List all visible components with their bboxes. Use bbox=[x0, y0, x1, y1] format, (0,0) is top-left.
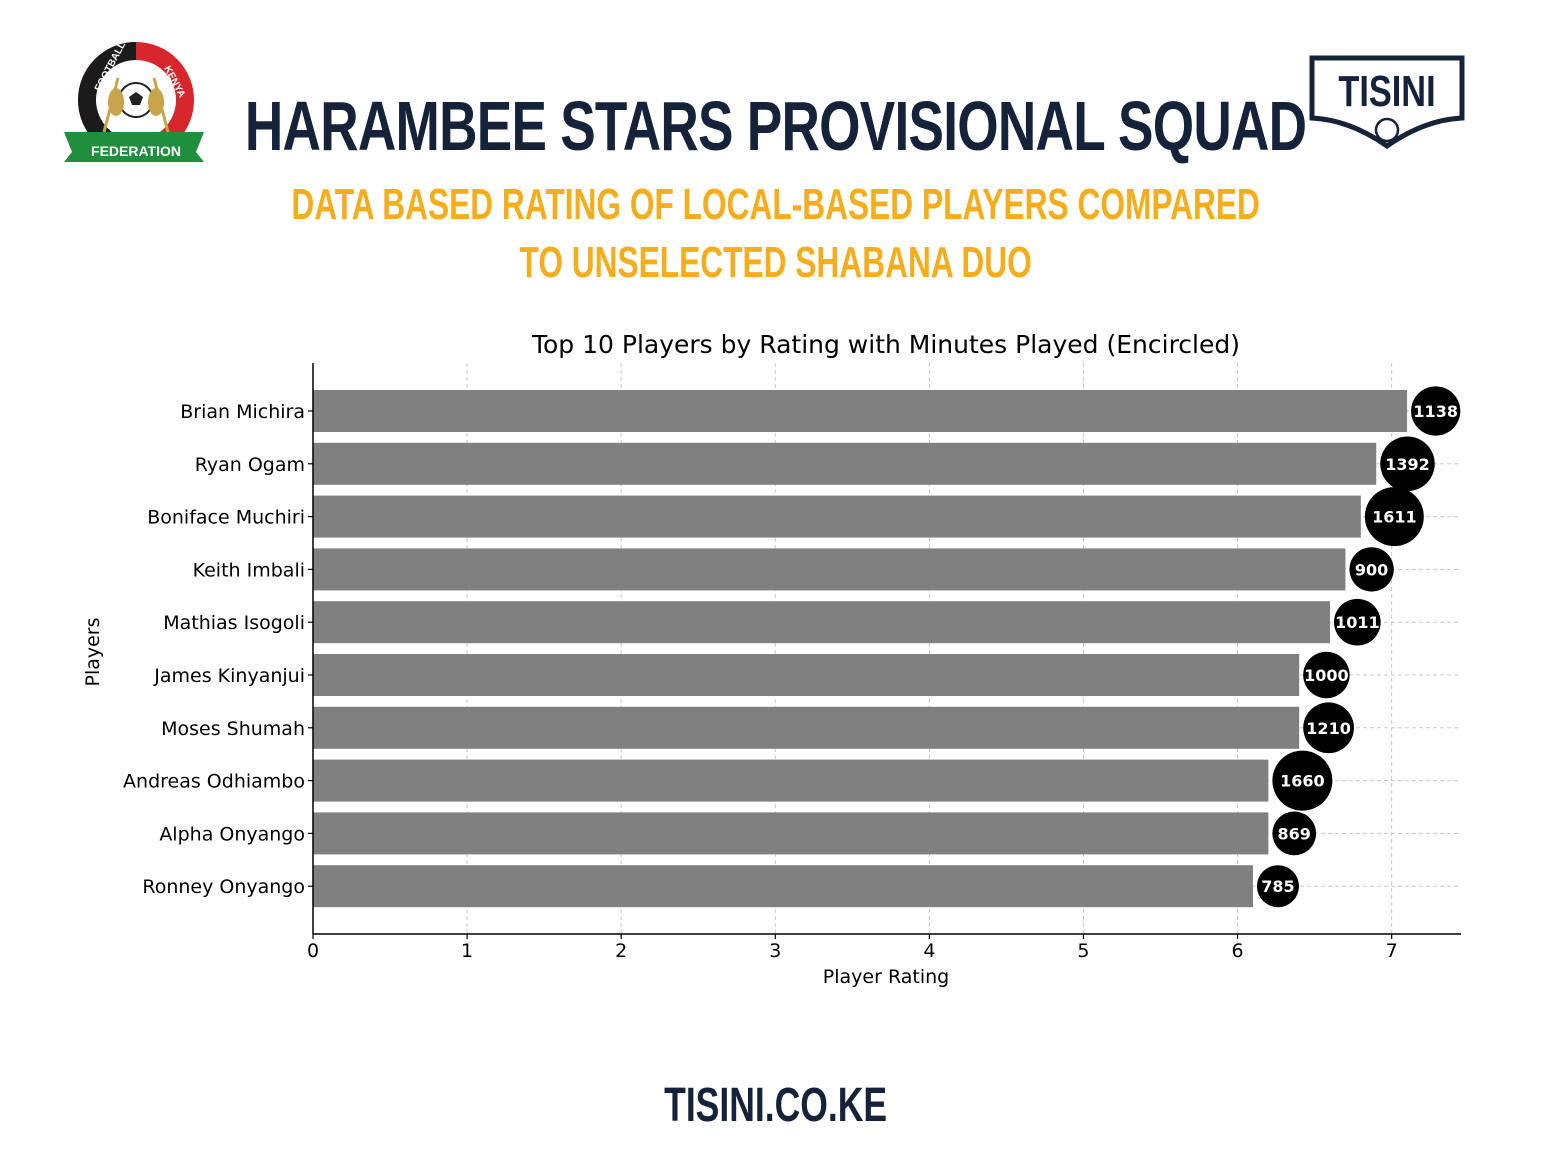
bar bbox=[313, 865, 1253, 908]
page-subtitle-line-1: DATA BASED RATING OF LOCAL-BASED PLAYERS… bbox=[291, 180, 1260, 229]
chart-x-ticks: 0 1 2 3 4 5 6 7 bbox=[307, 934, 1398, 962]
y-tick-label: Alpha Onyango bbox=[159, 823, 305, 845]
tisini-logo: TISINI bbox=[1308, 54, 1466, 150]
minutes-label: 900 bbox=[1355, 560, 1388, 579]
chart-bars bbox=[313, 390, 1408, 908]
minutes-label: 1000 bbox=[1304, 666, 1349, 685]
x-tick-label: 1 bbox=[461, 940, 473, 962]
minutes-label: 869 bbox=[1278, 824, 1311, 843]
minutes-label: 1660 bbox=[1280, 772, 1325, 791]
fkf-logo: FEDERATION FOOTBALL KENYA bbox=[60, 40, 208, 164]
y-tick-label: Andreas Odhiambo bbox=[123, 771, 305, 793]
minutes-bubble bbox=[1303, 702, 1354, 754]
bar bbox=[313, 548, 1346, 591]
x-axis-label: Player Rating bbox=[823, 966, 949, 988]
chart-title: Top 10 Players by Rating with Minutes Pl… bbox=[531, 330, 1240, 359]
y-tick-label: Moses Shumah bbox=[161, 718, 305, 740]
fkf-logo-banner-text: FEDERATION bbox=[91, 143, 181, 159]
x-tick-label: 5 bbox=[1077, 940, 1089, 962]
y-axis-label: Players bbox=[82, 617, 104, 686]
bar bbox=[313, 706, 1300, 749]
tisini-logo-text: TISINI bbox=[1338, 67, 1435, 116]
minutes-bubble bbox=[1272, 811, 1317, 856]
tisini-logo-ball-icon bbox=[1374, 117, 1400, 143]
y-tick-label: Boniface Muchiri bbox=[147, 507, 305, 529]
y-tick-label: Mathias Isogoli bbox=[163, 612, 305, 634]
bar bbox=[313, 495, 1361, 538]
y-tick-label: Ronney Onyango bbox=[142, 876, 305, 898]
bar bbox=[313, 390, 1408, 432]
minutes-bubble bbox=[1380, 436, 1435, 492]
minutes-label: 1138 bbox=[1413, 402, 1458, 421]
x-tick-label: 4 bbox=[923, 940, 935, 962]
minutes-label: 1392 bbox=[1385, 455, 1430, 474]
chart-minutes-bubbles: 1138 1392 1611 900 1011 1000 1210 1660 869 785 bbox=[1256, 386, 1461, 908]
y-tick-label: Ryan Ogam bbox=[195, 454, 305, 476]
bar bbox=[313, 601, 1331, 644]
bar bbox=[313, 442, 1377, 485]
y-tick-label: Brian Michira bbox=[180, 401, 305, 423]
lion-right-icon bbox=[148, 88, 164, 116]
y-tick-label: Keith Imbali bbox=[193, 559, 305, 581]
lion-left-icon bbox=[108, 88, 124, 116]
chart-y-tick-labels: Brian Michira Ryan Ogam Boniface Muchiri Ke… bbox=[123, 401, 313, 898]
minutes-bubble bbox=[1334, 598, 1381, 646]
minutes-label: 1011 bbox=[1335, 613, 1380, 632]
minutes-label: 1611 bbox=[1372, 508, 1417, 527]
bar bbox=[313, 759, 1269, 802]
bar bbox=[313, 812, 1269, 855]
tisini-logo-shield bbox=[1309, 55, 1465, 150]
fkf-logo-banner bbox=[64, 132, 204, 162]
x-tick-label: 6 bbox=[1232, 940, 1244, 962]
page-title: HARAMBEE STARS PROVISIONAL SQUAD bbox=[244, 87, 1307, 165]
bar bbox=[313, 654, 1300, 696]
minutes-bubble bbox=[1303, 651, 1350, 699]
football-patch bbox=[129, 92, 143, 105]
minutes-label: 1210 bbox=[1306, 719, 1351, 738]
y-tick-label: James Kinyanjui bbox=[153, 665, 305, 687]
minutes-bubble bbox=[1349, 547, 1394, 592]
minutes-bubble bbox=[1256, 865, 1299, 908]
x-tick-label: 2 bbox=[615, 940, 627, 962]
x-tick-label: 3 bbox=[769, 940, 781, 962]
footer-site-url: TISINI.CO.KE bbox=[664, 1079, 888, 1132]
x-tick-label: 0 bbox=[307, 940, 319, 962]
minutes-bubble bbox=[1364, 487, 1424, 547]
chart-axes bbox=[312, 363, 1461, 935]
minutes-bubble bbox=[1411, 386, 1461, 436]
page-subtitle-line-2: TO UNSELECTED SHABANA DUO bbox=[519, 238, 1032, 287]
minutes-bubble bbox=[1272, 750, 1333, 811]
x-tick-label: 7 bbox=[1386, 940, 1398, 962]
minutes-label: 785 bbox=[1261, 877, 1294, 896]
